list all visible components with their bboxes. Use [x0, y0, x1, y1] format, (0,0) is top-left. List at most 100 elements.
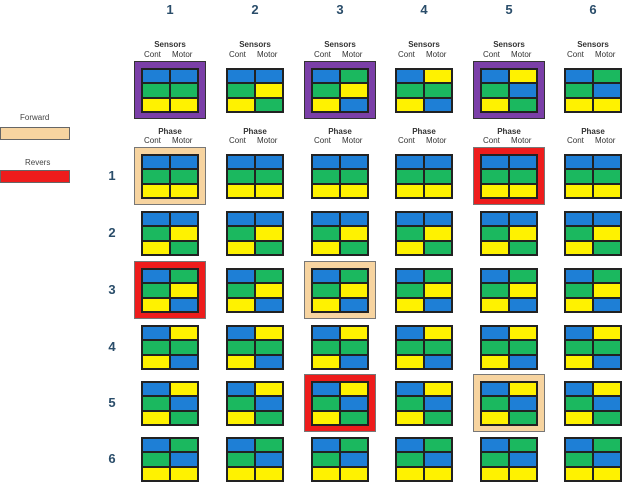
cell	[509, 297, 537, 312]
cell	[481, 226, 509, 241]
cell	[170, 410, 198, 425]
cell	[509, 410, 537, 425]
column-number: 5	[505, 2, 513, 17]
cell	[142, 354, 170, 369]
phase-grid	[564, 268, 622, 313]
cell	[255, 69, 283, 84]
sensors-subheader: Cont Motor	[558, 50, 623, 60]
cell	[255, 83, 283, 98]
cell	[565, 396, 593, 411]
cell	[142, 155, 170, 170]
cell	[509, 155, 537, 170]
cell	[481, 438, 509, 453]
phase-grid	[564, 154, 622, 199]
cell	[509, 283, 537, 298]
cell	[565, 269, 593, 284]
cell	[255, 396, 283, 411]
phase-grid	[141, 154, 199, 199]
cell	[509, 354, 537, 369]
cell	[340, 97, 368, 112]
cell	[340, 69, 368, 84]
cell	[340, 183, 368, 198]
cell	[340, 382, 368, 397]
cell	[255, 452, 283, 467]
row-number: 2	[108, 225, 116, 240]
cell	[255, 326, 283, 341]
cell	[424, 83, 452, 98]
phase-grid	[395, 381, 453, 426]
phase-grid	[564, 325, 622, 370]
cell	[424, 283, 452, 298]
cell	[509, 183, 537, 198]
cell	[565, 97, 593, 112]
phase-grid	[226, 211, 284, 256]
phase-grid	[311, 325, 369, 370]
phase-grid	[395, 325, 453, 370]
cell	[227, 452, 255, 467]
cell	[509, 69, 537, 84]
legend-forward-label: Forward	[20, 113, 50, 122]
cell	[170, 83, 198, 98]
cell	[312, 226, 340, 241]
cell	[565, 354, 593, 369]
motor-label: Motor	[595, 136, 616, 145]
cell	[593, 212, 621, 227]
cell	[227, 155, 255, 170]
cell	[142, 226, 170, 241]
cell	[142, 326, 170, 341]
cell	[255, 382, 283, 397]
cell	[593, 382, 621, 397]
cell	[424, 240, 452, 255]
cell	[227, 410, 255, 425]
cell	[312, 155, 340, 170]
motor-label: Motor	[426, 136, 447, 145]
cell	[396, 183, 424, 198]
sensors-title: Sensors	[324, 40, 356, 49]
cell	[170, 269, 198, 284]
cont-label: Cont	[398, 50, 415, 59]
cell	[593, 297, 621, 312]
cell	[312, 438, 340, 453]
cell	[565, 83, 593, 98]
phase-title: Phase	[497, 127, 521, 136]
cell	[255, 226, 283, 241]
row-number: 5	[108, 395, 116, 410]
sensors-subheader: Cont Motor	[474, 50, 544, 60]
phase-grid	[141, 437, 199, 482]
cell	[509, 326, 537, 341]
cell	[396, 340, 424, 355]
cell	[396, 69, 424, 84]
legend-revers-label: Revers	[25, 158, 51, 167]
cell	[565, 226, 593, 241]
cell	[170, 452, 198, 467]
cell	[340, 297, 368, 312]
cell	[481, 326, 509, 341]
phase-subheader: Cont Motor	[474, 136, 544, 146]
cell	[396, 269, 424, 284]
cell	[340, 340, 368, 355]
phase-grid	[395, 211, 453, 256]
cell	[227, 340, 255, 355]
sensor-grid	[226, 68, 284, 113]
cont-label: Cont	[567, 50, 584, 59]
cell	[593, 83, 621, 98]
cell	[593, 326, 621, 341]
cell	[396, 283, 424, 298]
phase-grid	[311, 437, 369, 482]
cell	[255, 438, 283, 453]
cell	[481, 240, 509, 255]
row-number: 3	[108, 282, 116, 297]
cell	[340, 466, 368, 481]
phase-grid	[480, 437, 538, 482]
cell	[565, 212, 593, 227]
cont-label: Cont	[483, 136, 500, 145]
legend-forward-swatch	[0, 127, 70, 140]
cell	[396, 410, 424, 425]
cell	[340, 226, 368, 241]
cell	[424, 212, 452, 227]
cell	[424, 452, 452, 467]
cell	[142, 97, 170, 112]
cell	[481, 297, 509, 312]
cell	[481, 169, 509, 184]
cell	[255, 97, 283, 112]
